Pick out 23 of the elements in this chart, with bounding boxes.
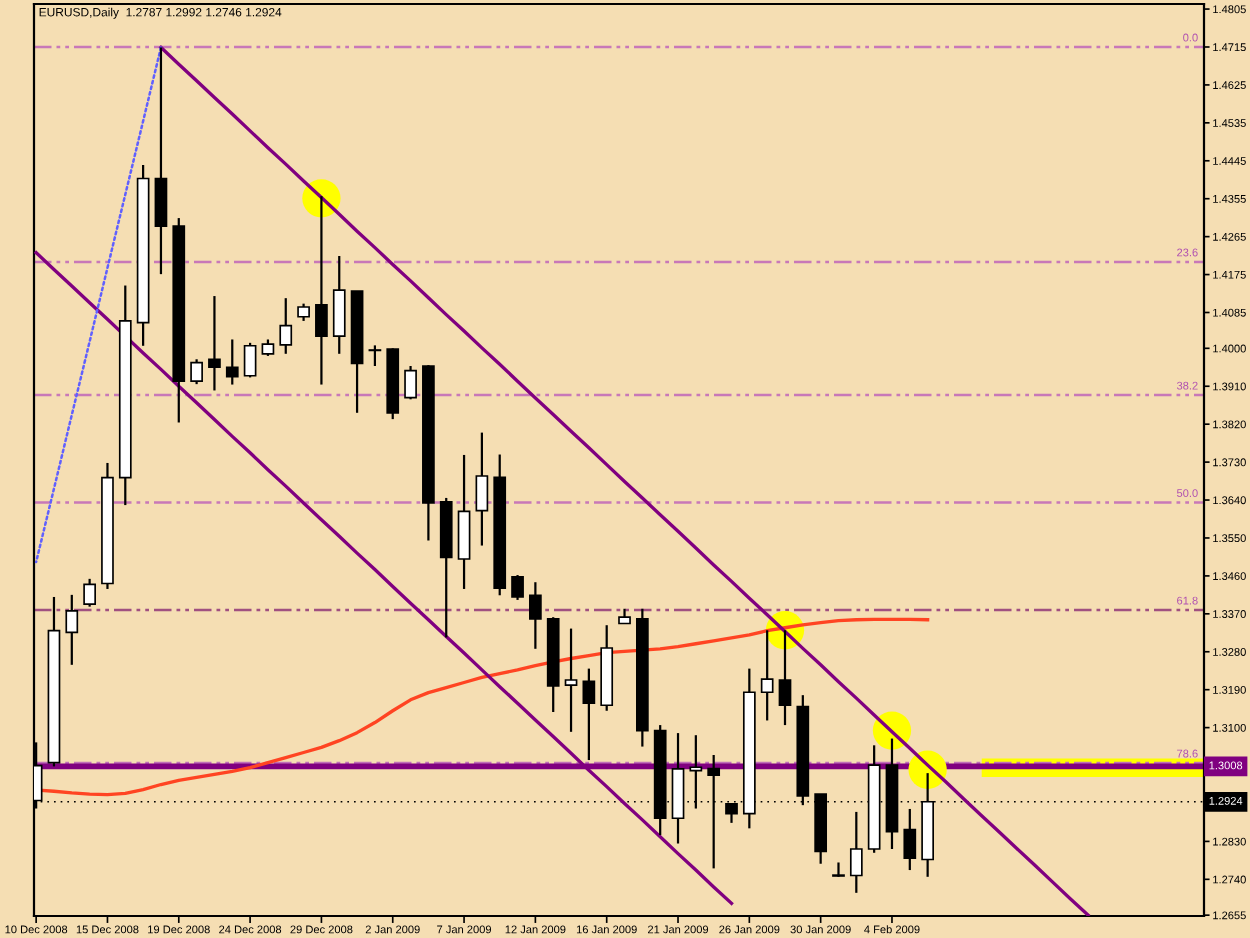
candlestick [404, 364, 417, 401]
candlestick [760, 629, 774, 722]
candlestick [65, 593, 79, 666]
candlestick [83, 577, 96, 608]
candlestick [368, 344, 382, 368]
candlestick [849, 810, 863, 894]
candlestick [332, 254, 346, 355]
candlestick [225, 338, 239, 386]
candlestick [154, 46, 168, 276]
candlestick [582, 667, 596, 762]
candlestick [315, 195, 328, 386]
candlestick [511, 573, 524, 602]
candlestick [903, 807, 917, 872]
candlestick [832, 861, 845, 878]
candlestick [778, 629, 792, 727]
candlestick [457, 453, 471, 591]
candlestick [190, 358, 203, 386]
candlestick [243, 341, 257, 379]
candlestick [208, 294, 221, 392]
candlestick [564, 627, 578, 733]
candlestick [279, 297, 293, 355]
candlestick [475, 431, 489, 547]
candlestick [529, 581, 542, 650]
